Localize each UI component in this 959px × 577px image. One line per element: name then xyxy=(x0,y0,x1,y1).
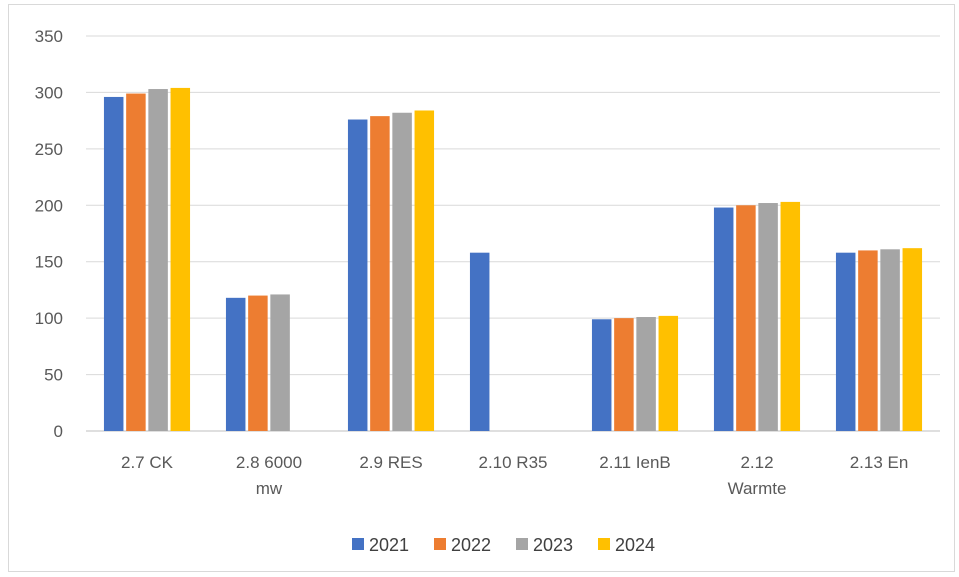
bar-2024 xyxy=(902,248,923,431)
bar-2022 xyxy=(614,318,634,431)
bar-2021 xyxy=(713,207,734,431)
bars xyxy=(103,87,923,432)
bar-2024 xyxy=(170,87,191,432)
bar-2024 xyxy=(780,201,801,431)
bar-2023 xyxy=(636,317,656,431)
legend: 2021 2022 2023 2024 xyxy=(352,535,655,555)
legend-swatch xyxy=(434,538,446,550)
x-tick-label: 2.11 IenB xyxy=(599,453,671,472)
legend-item-2022: 2022 xyxy=(434,535,491,555)
bar-2022 xyxy=(126,93,146,432)
bar-2022 xyxy=(736,205,756,431)
y-tick-label: 150 xyxy=(35,253,63,272)
x-tick-label: 2.7 CK xyxy=(121,453,174,472)
bar-2024 xyxy=(658,315,679,431)
bar-2023 xyxy=(880,249,900,431)
legend-label: 2021 xyxy=(369,535,409,555)
bar-2021 xyxy=(347,119,368,431)
bar-2023 xyxy=(270,294,290,431)
legend-swatch xyxy=(516,538,528,550)
y-tick-label: 50 xyxy=(44,366,63,385)
x-axis-tick-labels: 2.7 CK 2.8 6000 mw 2.9 RES 2.10 R35 2.11 IenB… xyxy=(121,453,908,498)
bar-2024 xyxy=(414,110,435,431)
legend-item-2021: 2021 xyxy=(352,535,409,555)
bar-2021 xyxy=(469,252,490,431)
gridlines xyxy=(86,35,940,432)
y-tick-label: 300 xyxy=(35,83,63,102)
legend-label: 2022 xyxy=(451,535,491,555)
legend-item-2023: 2023 xyxy=(516,535,573,555)
y-tick-label: 200 xyxy=(35,196,63,215)
bar-2023 xyxy=(392,112,412,431)
y-tick-label: 350 xyxy=(35,27,63,46)
y-tick-label: 0 xyxy=(54,422,63,441)
legend-label: 2023 xyxy=(533,535,573,555)
bar-2021 xyxy=(835,252,856,431)
legend-swatch xyxy=(598,538,610,550)
legend-item-2024: 2024 xyxy=(598,535,655,555)
y-axis-tick-labels: 0 50 100 150 200 250 300 350 xyxy=(35,27,63,441)
x-tick-label: 2.8 6000 mw xyxy=(236,453,302,498)
y-tick-label: 100 xyxy=(35,309,63,328)
x-tick-label: 2.13 En xyxy=(850,453,909,472)
bar-2021 xyxy=(103,96,124,431)
bar-2023 xyxy=(758,203,778,431)
bar-2022 xyxy=(370,116,390,431)
legend-swatch xyxy=(352,538,364,550)
bar-2023 xyxy=(148,89,168,432)
bar-2022 xyxy=(858,250,878,431)
x-tick-label: 2.12 Warmte xyxy=(728,453,787,498)
x-tick-label: 2.10 R35 xyxy=(479,453,548,472)
bar-2022 xyxy=(248,295,268,431)
bar-2021 xyxy=(225,297,246,431)
x-tick-label: 2.9 RES xyxy=(359,453,422,472)
legend-label: 2024 xyxy=(615,535,655,555)
bar-2021 xyxy=(591,319,612,431)
y-tick-label: 250 xyxy=(35,140,63,159)
